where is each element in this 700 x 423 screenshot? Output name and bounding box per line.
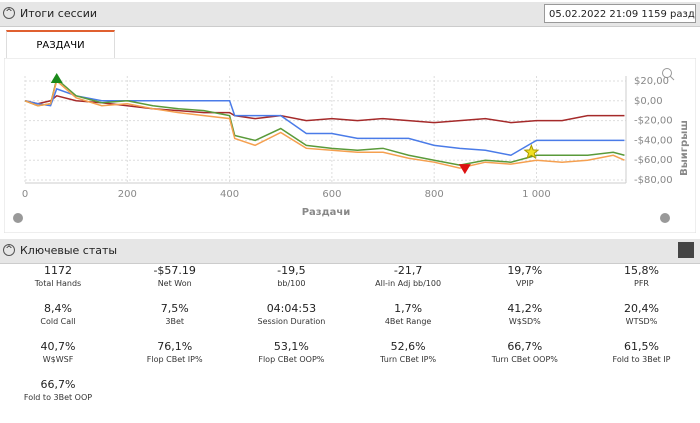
series-line (24, 79, 625, 169)
stat-label: PFR (634, 279, 649, 288)
stat: 20,4% WTSD% (584, 302, 700, 326)
stat-value: 61,5% (624, 340, 659, 353)
series-line (24, 77, 625, 166)
stat-value: 52,6% (390, 340, 426, 353)
stat: 61,5% Fold to 3Bet IP (584, 340, 700, 364)
session-header: ^ Итоги сессии 05.02.2022 21:09 1159 раз… (0, 2, 700, 27)
marker (458, 164, 471, 175)
stat-value: 66,7% (507, 340, 543, 353)
stat: -21,7 All-in Adj bb/100 (350, 264, 466, 288)
stat: 7,5% 3Bet (117, 302, 233, 326)
stat-label: VPIP (516, 279, 534, 288)
stat: 52,6% Turn CBet IP% (350, 340, 466, 364)
x-tick-label: 800 (425, 189, 444, 200)
dropdown-text: 05.02.2022 21:09 1159 раздач) (549, 9, 696, 20)
stat-value: -21,7 (393, 264, 423, 277)
stat-label: Flop CBet OOP% (258, 355, 325, 364)
stat-label: Fold to 3Bet IP (612, 355, 671, 364)
stat-label: WTSD% (625, 317, 658, 326)
chart: $20,00 $0,00 -$20,00 -$40,00 -$60,00 -$80,00 0… (4, 58, 696, 233)
stat: 1,7% 4Bet Range (350, 302, 466, 326)
stat: 19,7% VPIP (467, 264, 583, 288)
stat: 53,1% Flop CBet OOP% (233, 340, 349, 364)
stat-value: 7,5% (160, 302, 189, 315)
stat-label: Total Hands (34, 279, 82, 288)
stat-label: Turn CBet IP% (380, 355, 437, 364)
stat: 1172 Total Hands (0, 264, 116, 288)
stat-label: Flop CBet IP% (146, 355, 203, 364)
y-tick-label: $0,00 (634, 96, 663, 107)
stat-label: Net Won (157, 279, 192, 288)
y-tick-label: -$80,00 (634, 175, 673, 186)
marker (523, 143, 540, 160)
stat: 15,8% PFR (584, 264, 700, 288)
stat-value: -19,5 (277, 264, 306, 277)
stat: -19,5 bb/100 (233, 264, 349, 288)
chart-frame (4, 58, 696, 233)
stat-value: 1,7% (394, 302, 423, 315)
stat-value: 53,1% (273, 340, 309, 353)
stat-label: bb/100 (277, 279, 306, 288)
stat-label: All-in Adj bb/100 (375, 279, 442, 288)
y-axis-label: Выигрыш (679, 120, 690, 176)
stat: 66,7% Turn CBet OOP% (467, 340, 583, 364)
stat-value: 76,1% (157, 340, 193, 353)
zoom-icon-handle (669, 75, 675, 81)
x-tick-label: 600 (322, 189, 341, 200)
stat-value: 40,7% (40, 340, 76, 353)
section-title: Итоги сессии (20, 7, 97, 20)
stat-value: 15,8% (624, 264, 659, 277)
tab[interactable]: РАЗДАЧИ (6, 30, 115, 60)
session-dropdown[interactable]: 05.02.2022 21:09 1159 раздач) (544, 4, 696, 23)
stat-label: Turn CBet OOP% (491, 355, 558, 364)
stat-value: 66,7% (40, 378, 76, 391)
stat-value: 8,4% (44, 302, 72, 315)
stat: 8,4% Cold Call (0, 302, 116, 326)
marker (50, 72, 63, 83)
layout-button[interactable] (678, 242, 694, 258)
y-tick-label: -$20,00 (634, 116, 673, 127)
zoom-icon[interactable] (662, 68, 672, 78)
stats-header: ^ Ключевые статы (0, 239, 700, 264)
series-line (24, 87, 625, 157)
x-tick-label: 1 000 (522, 189, 551, 200)
stat-value: 19,7% (507, 264, 543, 277)
stat-value: 1172 (44, 264, 72, 277)
stat-label: Session Duration (257, 317, 326, 326)
x-axis-label: Раздачи (302, 207, 351, 218)
stat: 40,7% W$WSF (0, 340, 116, 364)
y-tick-label: $20,00 (634, 76, 669, 87)
stat-value: 04:04:53 (266, 302, 317, 315)
stat-label: W$SD% (508, 317, 541, 326)
stat-value: 20,4% (624, 302, 659, 315)
stat-label: Fold to 3Bet OOP (23, 393, 93, 402)
stat-value: 41,2% (507, 302, 543, 315)
section-title: Ключевые статы (20, 244, 118, 257)
collapse-button[interactable]: ^ (3, 244, 15, 256)
stat-label: Cold Call (40, 317, 76, 326)
stat-label: W$WSF (42, 355, 74, 364)
stat: 41,2% W$SD% (467, 302, 583, 326)
settings-icon[interactable] (13, 213, 23, 223)
stat: 76,1% Flop CBet IP% (117, 340, 233, 364)
y-tick-label: -$60,00 (634, 155, 673, 166)
collapse-button[interactable]: ^ (3, 7, 15, 19)
y-tick-label: -$40,00 (634, 135, 673, 146)
stat-label: 3Bet (165, 317, 184, 326)
info-icon[interactable] (660, 213, 670, 223)
x-tick-label: 400 (220, 189, 239, 200)
x-tick-label: 200 (118, 189, 137, 200)
stat: 66,7% Fold to 3Bet OOP (0, 378, 116, 402)
stat: 04:04:53 Session Duration (233, 302, 349, 326)
stat-value: -$57.19 (153, 264, 196, 277)
stat: -$57.19 Net Won (117, 264, 233, 288)
stat-label: 4Bet Range (384, 317, 432, 326)
x-tick-label: 0 (22, 189, 28, 200)
